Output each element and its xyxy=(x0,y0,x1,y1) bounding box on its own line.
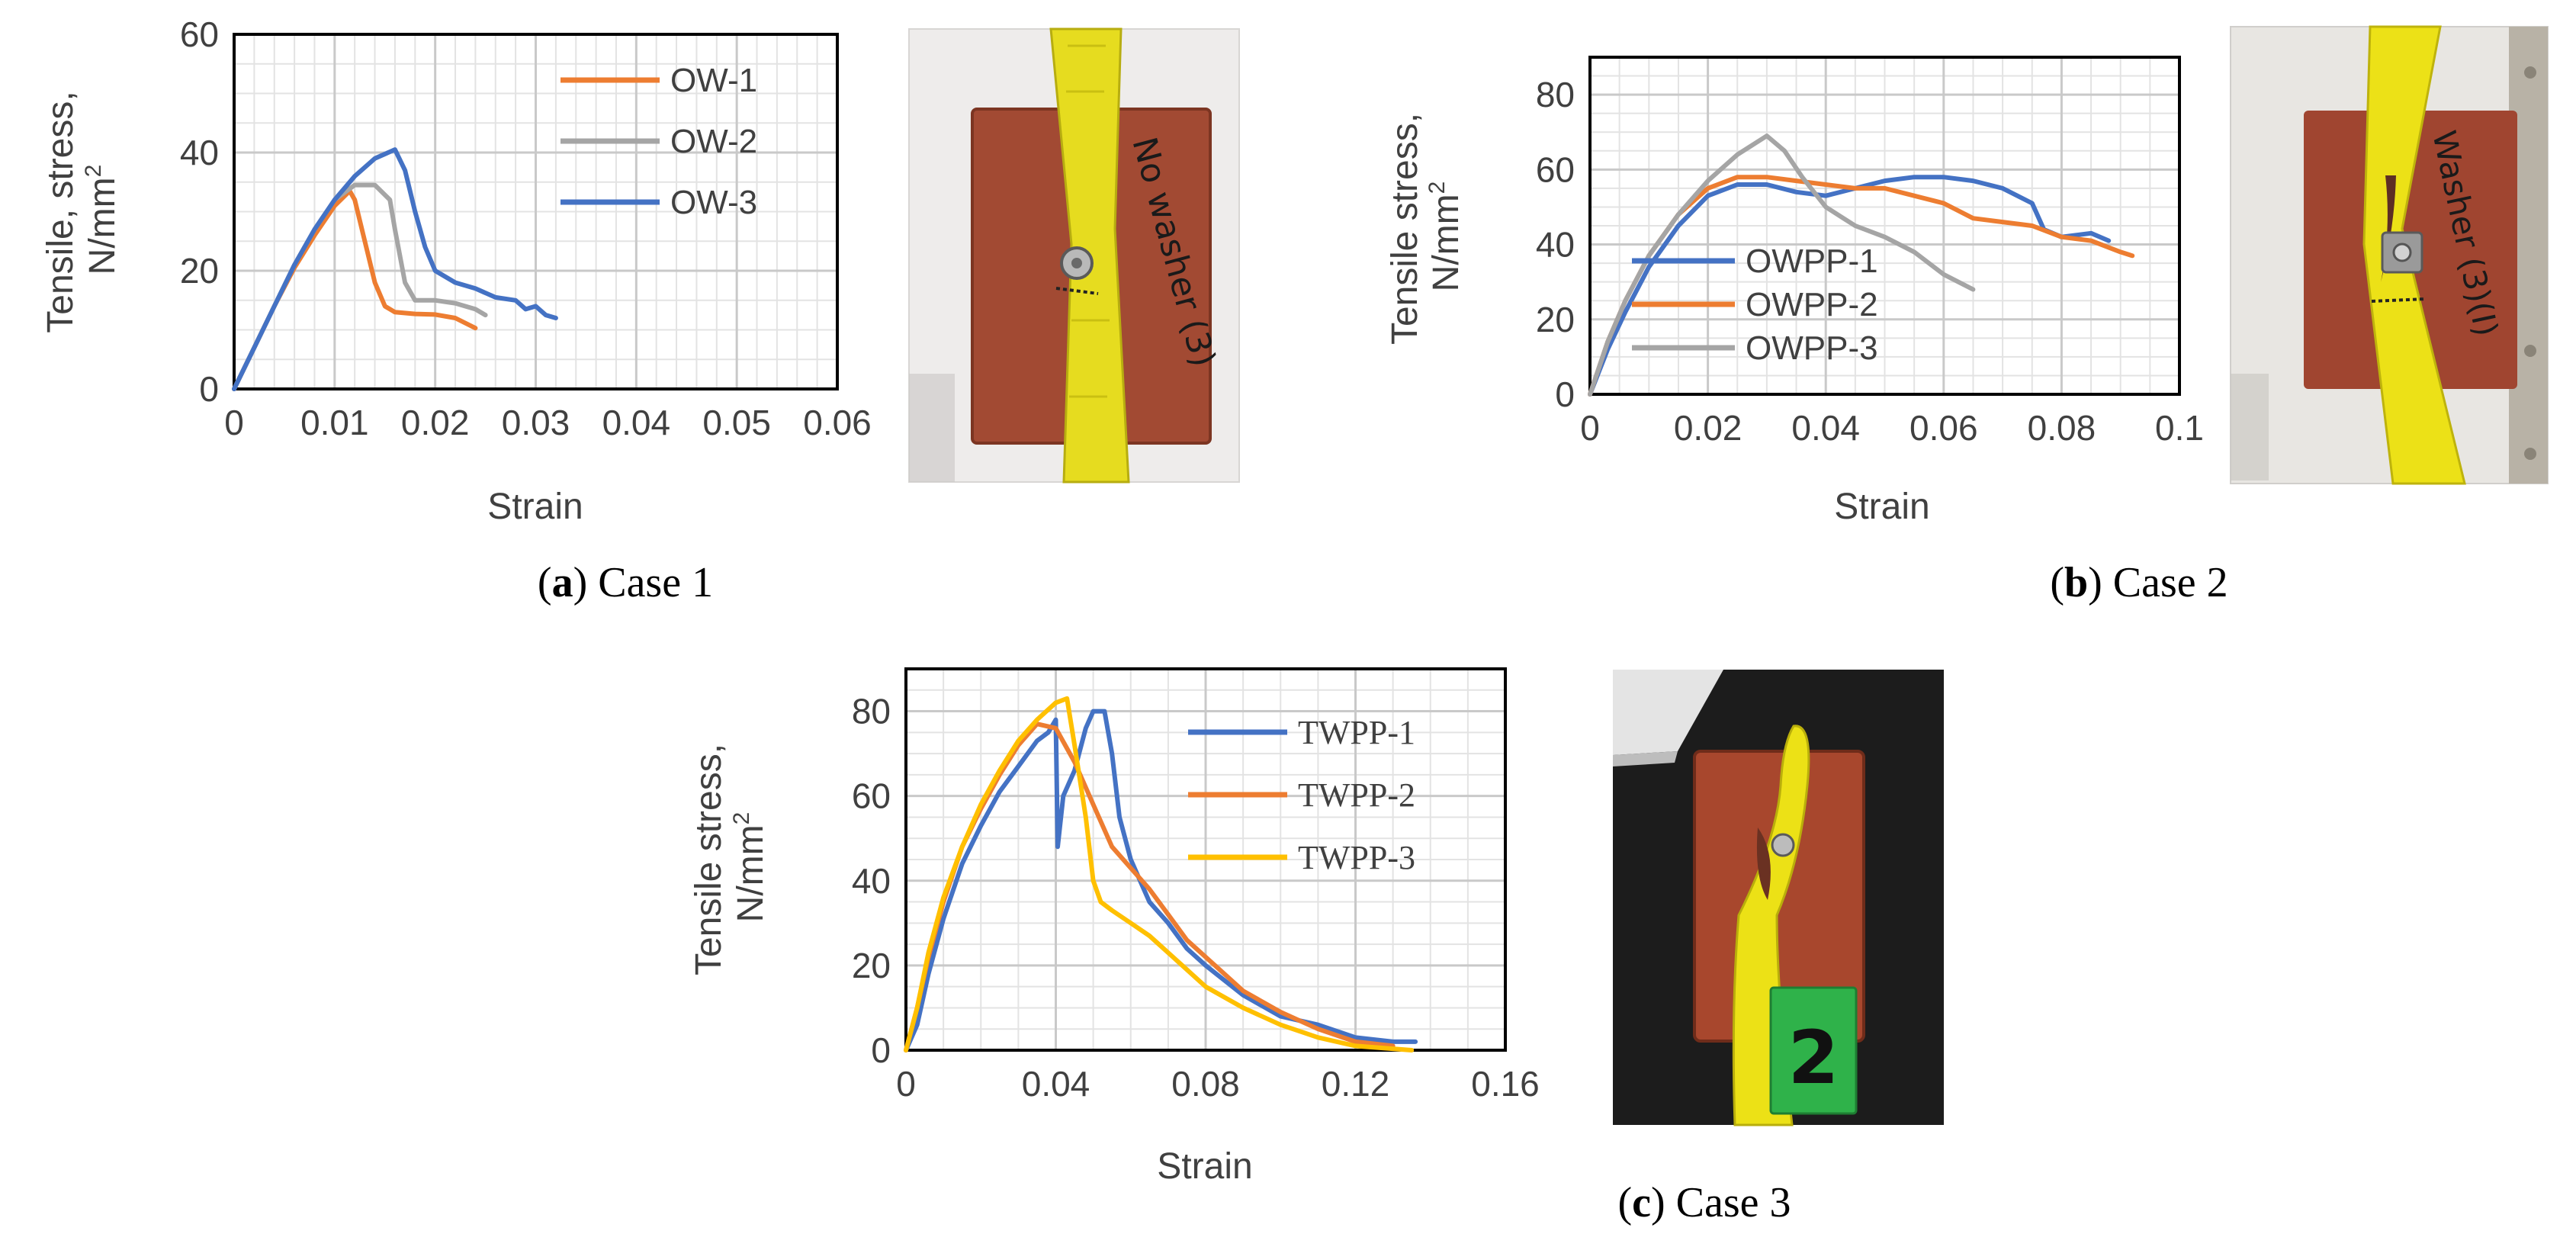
chart-c-plot-border xyxy=(904,667,1507,1052)
chart-c-y-axis-title: Tensile stress, xyxy=(689,744,729,975)
chart-c-legend-label-twpp-1: TWPP-1 xyxy=(1298,714,1415,751)
chart-c-series xyxy=(904,696,1418,1052)
chart-c-x-tick-label: 0 xyxy=(896,1064,916,1104)
caption-c-letter: c xyxy=(1632,1179,1651,1226)
caption-a: (a) Case 1 xyxy=(538,559,713,606)
chart-c-legend-label-twpp-2: TWPP-2 xyxy=(1298,776,1415,814)
chart-a-legend-label-ow-3: OW-3 xyxy=(670,184,757,221)
chart-a-y-tick-label: 60 xyxy=(180,14,219,54)
chart-a-y-axis-title: Tensile, stress, xyxy=(40,91,81,333)
chart-c-y-unit-sup: 2 xyxy=(729,812,754,825)
chart-a-x-tick-label: 0.05 xyxy=(702,403,771,442)
svg-text:N/mm2: N/mm2 xyxy=(1425,182,1466,292)
photo-c-strap xyxy=(1732,725,1810,1126)
photo-a-specimen-case-1: No washer (3) xyxy=(908,27,1240,484)
chart-c-y-axis-title-line1: Tensile stress, xyxy=(689,744,729,975)
chart-b-x-tick-label: 0.04 xyxy=(1791,408,1860,448)
svg-text:N/mm2: N/mm2 xyxy=(729,812,771,923)
chart-a-legend-label-ow-1: OW-1 xyxy=(670,62,757,99)
chart-c-y-unit: N/mm xyxy=(731,824,771,922)
chart-b-y-tick-label: 0 xyxy=(1555,374,1575,414)
chart-b-legend: OWPP-1 OWPP-2 OWPP-3 xyxy=(1632,243,1878,367)
chart-a-y-unit: N/mm xyxy=(82,177,123,275)
chart-c-axes: 0 0.04 0.08 0.12 0.16 0 20 40 60 80 xyxy=(852,667,1540,1104)
chart-a-plot-border xyxy=(233,33,839,390)
chart-b-y-axis-title-2: N/mm2 xyxy=(1425,182,1466,292)
caption-b-text: Case 2 xyxy=(2113,559,2228,606)
chart-b-x-axis-title: Strain xyxy=(1834,487,1929,527)
chart-b-y-unit: N/mm xyxy=(1426,194,1466,291)
chart-a-series-ow-3 xyxy=(232,147,558,391)
chart-c-y-tick-label: 80 xyxy=(852,692,891,731)
chart-b-series xyxy=(1588,133,2135,397)
chart-a-x-tick-label: 0.06 xyxy=(803,403,872,442)
chart-a-legend: OW-1 OW-2 OW-3 xyxy=(560,62,757,221)
caption-a-text: Case 1 xyxy=(598,559,713,606)
chart-b-plot-border xyxy=(1588,56,2181,396)
chart-a-x-tick-label: 0 xyxy=(224,403,244,442)
chart-a-x-tick-label: 0.04 xyxy=(602,403,671,442)
chart-c-legend-label-twpp-3: TWPP-3 xyxy=(1298,839,1415,876)
chart-c-y-axis-title-2: N/mm2 xyxy=(729,812,771,923)
chart-b-x-tick-label: 0.08 xyxy=(2028,408,2096,448)
chart-c-y-tick-label: 40 xyxy=(852,861,891,901)
chart-c-x-tick-label: 0.04 xyxy=(1022,1064,1090,1104)
chart-a-y-axis-title-line1: Tensile, stress, xyxy=(40,91,81,333)
chart-a-y-tick-label: 40 xyxy=(180,133,219,172)
caption-b: (b) Case 2 xyxy=(2050,559,2228,606)
chart-c-y-tick-label: 0 xyxy=(871,1030,891,1070)
photo-c-specimen-case-3: 2 xyxy=(1613,670,1944,1126)
chart-b-legend-label-owpp-2: OWPP-2 xyxy=(1746,286,1878,323)
chart-b-legend-label-owpp-1: OWPP-1 xyxy=(1746,243,1878,280)
chart-a-x-tick-label: 0.01 xyxy=(300,403,369,442)
photo-c-tag xyxy=(1769,986,1858,1115)
chart-c-legend: TWPP-1 TWPP-2 TWPP-3 xyxy=(1188,714,1415,876)
chart-b-y-tick-label: 40 xyxy=(1536,225,1575,265)
caption-c: (c) Case 3 xyxy=(1617,1179,1791,1226)
chart-b-x-tick-label: 0.02 xyxy=(1674,408,1742,448)
chart-a-y-axis-title-2: N/mm2 xyxy=(81,165,123,275)
chart-c-y-tick-label: 20 xyxy=(852,946,891,985)
chart-a-x-tick-label: 0.02 xyxy=(401,403,470,442)
chart-a-x-tick-label: 0.03 xyxy=(502,403,570,442)
chart-b-series-owpp-3 xyxy=(1588,133,1976,397)
chart-a-series xyxy=(232,147,558,391)
chart-b-x-tick-label: 0.1 xyxy=(2155,408,2204,448)
chart-b-y-unit-sup: 2 xyxy=(1425,182,1450,194)
svg-text:N/mm2: N/mm2 xyxy=(81,165,123,275)
photo-b-specimen-case-2: Washer (3)(I) xyxy=(2230,25,2549,485)
chart-b-axes: 0 0.02 0.04 0.06 0.08 0.1 0 20 40 60 80 xyxy=(1536,56,2204,448)
chart-a-y-tick-label: 0 xyxy=(199,369,219,409)
caption-a-letter: a xyxy=(552,559,573,606)
chart-b-y-axis-title: Tensile stress, xyxy=(1385,113,1425,345)
chart-c-series-twpp-3 xyxy=(904,696,1415,1052)
photo-b-strap xyxy=(2362,25,2466,485)
photo-c-bolt xyxy=(1771,833,1795,857)
chart-b-y-tick-label: 20 xyxy=(1536,300,1575,339)
chart-b-legend-label-owpp-3: OWPP-3 xyxy=(1746,329,1878,367)
chart-a-y-tick-label: 20 xyxy=(180,251,219,291)
chart-c-x-tick-label: 0.12 xyxy=(1322,1064,1390,1104)
photo-c-tag-number: 2 xyxy=(1788,1015,1839,1101)
chart-c-x-tick-label: 0.08 xyxy=(1171,1064,1240,1104)
chart-b-y-tick-label: 60 xyxy=(1536,149,1575,189)
caption-b-letter: b xyxy=(2064,559,2088,606)
chart-b-y-tick-label: 80 xyxy=(1536,75,1575,114)
chart-a-legend-label-ow-2: OW-2 xyxy=(670,123,757,160)
chart-c-y-tick-label: 60 xyxy=(852,776,891,816)
chart-a-x-axis-title: Strain xyxy=(487,487,583,527)
chart-b-x-tick-label: 0 xyxy=(1580,408,1600,448)
chart-a-axes: 0 0.01 0.02 0.03 0.04 0.05 0.06 0 20 40 60 xyxy=(180,14,872,442)
chart-c-series-twpp-1 xyxy=(904,709,1418,1052)
chart-a-y-unit-sup: 2 xyxy=(81,165,106,178)
chart-c-x-tick-label: 0.16 xyxy=(1471,1064,1540,1104)
chart-c-x-axis-title: Strain xyxy=(1157,1146,1252,1187)
chart-b-y-axis-title-line1: Tensile stress, xyxy=(1385,113,1425,345)
chart-b-x-tick-label: 0.06 xyxy=(1910,408,1978,448)
caption-c-text: Case 3 xyxy=(1676,1179,1791,1226)
